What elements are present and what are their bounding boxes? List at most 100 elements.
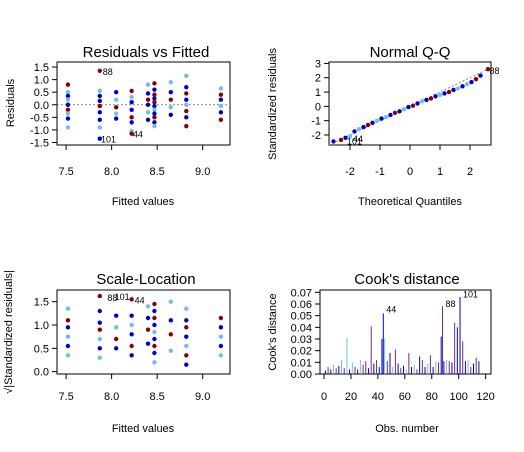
data-point bbox=[113, 111, 119, 116]
x-tick-label: 8.0 bbox=[104, 166, 119, 178]
data-point bbox=[415, 101, 420, 106]
data-point bbox=[97, 98, 102, 104]
data-point bbox=[65, 125, 71, 130]
data-point bbox=[152, 115, 157, 120]
data-point bbox=[152, 120, 157, 125]
data-point bbox=[424, 97, 429, 103]
data-point bbox=[184, 306, 189, 311]
point-annotation: 101 bbox=[347, 137, 362, 147]
data-point bbox=[145, 341, 151, 346]
point-annotation: 44 bbox=[135, 295, 145, 305]
data-point bbox=[129, 107, 134, 112]
data-point bbox=[437, 92, 443, 98]
point-annotation: 88 bbox=[446, 299, 456, 309]
data-point bbox=[168, 89, 174, 95]
data-point bbox=[218, 97, 224, 102]
y-tick-label: -1 bbox=[311, 116, 321, 128]
y-tick-label: 0 bbox=[315, 101, 321, 113]
y-tick-label: 0.5 bbox=[34, 87, 49, 99]
data-point bbox=[442, 91, 447, 96]
data-point bbox=[184, 318, 189, 323]
data-point bbox=[97, 336, 102, 342]
data-point bbox=[218, 343, 224, 349]
data-point bbox=[168, 299, 174, 304]
y-tick-label: -1.0 bbox=[30, 125, 49, 137]
panel-normal-qq: Normal Q-Q Theoretical Quantiles Standar… bbox=[267, 44, 500, 208]
y-tick-label: 2 bbox=[315, 73, 321, 85]
data-point bbox=[145, 315, 151, 321]
data-point bbox=[65, 325, 71, 330]
data-point bbox=[145, 110, 151, 115]
point-annotation: 44 bbox=[353, 134, 363, 144]
x-tick-label: 120 bbox=[476, 391, 494, 403]
point-annotation: 44 bbox=[386, 305, 396, 315]
data-point bbox=[97, 320, 102, 325]
y-tick-label: 0.07 bbox=[291, 287, 312, 299]
data-point bbox=[97, 308, 102, 314]
data-point bbox=[97, 327, 102, 332]
data-point bbox=[113, 116, 119, 121]
data-point bbox=[113, 313, 119, 318]
y-tick-label: 0.5 bbox=[34, 343, 49, 355]
x-tick-label: 9.0 bbox=[195, 166, 210, 178]
data-point bbox=[168, 97, 174, 102]
data-point bbox=[168, 332, 174, 337]
y-axis-label: Residuals bbox=[5, 78, 17, 127]
chart-title: Cook's distance bbox=[354, 271, 459, 288]
data-point bbox=[152, 301, 157, 307]
plot-frame bbox=[319, 289, 492, 375]
point-annotation: 101 bbox=[115, 292, 130, 302]
data-point bbox=[97, 136, 102, 141]
data-point bbox=[129, 131, 134, 136]
data-point bbox=[392, 110, 398, 116]
data-point bbox=[113, 336, 119, 342]
y-tick-label: 0.06 bbox=[291, 299, 312, 311]
data-point bbox=[152, 329, 157, 335]
data-point bbox=[97, 103, 102, 109]
data-point bbox=[451, 87, 456, 93]
data-point bbox=[168, 318, 174, 323]
data-point bbox=[410, 103, 416, 108]
data-point bbox=[397, 109, 402, 114]
data-point bbox=[129, 100, 134, 105]
y-tick-label: 0.0 bbox=[34, 367, 49, 379]
y-tick-label: 1.5 bbox=[34, 297, 49, 309]
data-point bbox=[184, 343, 189, 349]
data-point bbox=[65, 318, 71, 323]
data-point bbox=[485, 66, 491, 72]
data-point bbox=[352, 129, 357, 134]
data-point bbox=[97, 93, 102, 99]
data-point bbox=[65, 102, 71, 107]
y-tick-label: 0.02 bbox=[291, 346, 312, 358]
x-tick-label: 8.0 bbox=[104, 391, 119, 403]
data-point bbox=[383, 114, 389, 120]
data-point bbox=[379, 116, 384, 121]
data-point bbox=[184, 108, 189, 114]
data-point bbox=[152, 111, 157, 116]
y-tick-label: 0.04 bbox=[291, 322, 312, 334]
y-axis-label: Cook's distance bbox=[267, 293, 279, 370]
data-point bbox=[473, 76, 479, 82]
x-tick-label: 1 bbox=[437, 166, 443, 178]
data-point bbox=[152, 343, 157, 349]
x-tick-label: 7.5 bbox=[58, 391, 73, 403]
data-point bbox=[184, 123, 189, 129]
data-point bbox=[184, 97, 189, 102]
panel-scale-location: Scale-Location Fitted values √|Standardi… bbox=[3, 270, 231, 435]
point-annotation: 101 bbox=[101, 135, 116, 145]
data-point bbox=[218, 110, 224, 115]
data-point bbox=[152, 123, 157, 129]
y-tick-label: 0.00 bbox=[291, 369, 312, 381]
panel-cooks-distance: Cook's distance Obs. number Cook's dista… bbox=[267, 271, 495, 435]
data-point bbox=[168, 79, 174, 85]
data-point bbox=[469, 79, 474, 85]
point-annotation: 88 bbox=[107, 293, 117, 303]
data-point bbox=[145, 82, 151, 87]
plot-area bbox=[65, 293, 224, 367]
x-tick-label: -2 bbox=[345, 166, 355, 178]
data-point bbox=[145, 97, 151, 102]
data-point bbox=[478, 73, 483, 78]
data-point bbox=[113, 346, 119, 351]
data-point bbox=[184, 73, 189, 79]
data-point bbox=[184, 91, 189, 96]
